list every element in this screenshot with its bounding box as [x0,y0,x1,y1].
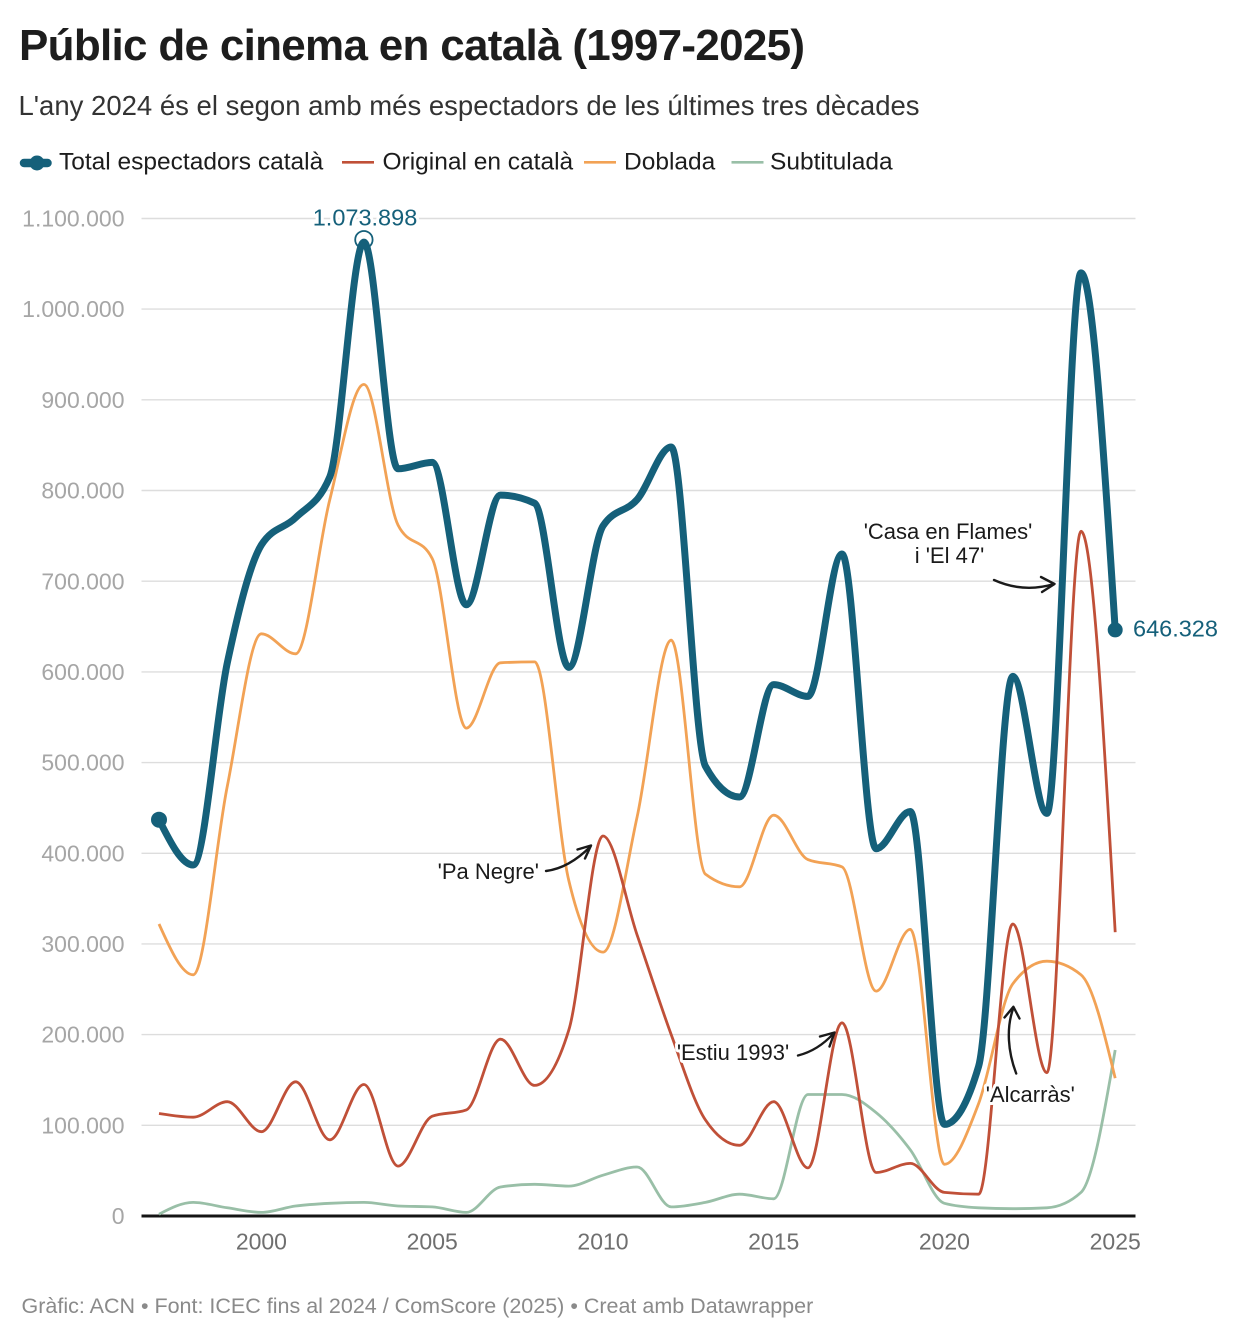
svg-text:'Alcarràs': 'Alcarràs' [986,1082,1075,1107]
svg-text:1.000.000: 1.000.000 [22,296,124,322]
svg-text:Total espectadors català: Total espectadors català [59,149,324,176]
svg-text:'Casa en Flames': 'Casa en Flames' [864,519,1033,544]
svg-text:200.000: 200.000 [41,1022,124,1048]
svg-text:700.000: 700.000 [41,568,124,594]
svg-text:1.100.000: 1.100.000 [22,206,124,232]
svg-text:Gràfic: ACN • Font: ICEC fins: Gràfic: ACN • Font: ICEC fins al 2024 / … [22,1294,814,1318]
svg-text:100.000: 100.000 [41,1112,124,1138]
svg-text:600.000: 600.000 [41,659,124,685]
svg-text:300.000: 300.000 [41,931,124,957]
svg-text:Doblada: Doblada [624,149,716,176]
svg-text:'Pa Negre': 'Pa Negre' [438,859,539,884]
svg-text:800.000: 800.000 [41,478,124,504]
svg-text:Original en català: Original en català [383,149,574,176]
svg-text:2015: 2015 [748,1229,799,1255]
svg-text:400.000: 400.000 [41,840,124,866]
svg-text:1.073.898: 1.073.898 [313,205,418,231]
svg-text:Subtitulada: Subtitulada [770,149,893,176]
svg-text:2010: 2010 [577,1229,628,1255]
svg-text:2005: 2005 [407,1229,458,1255]
svg-text:0: 0 [112,1203,125,1229]
svg-text:i 'El 47': i 'El 47' [915,543,985,568]
svg-text:2025: 2025 [1090,1229,1141,1255]
svg-text:900.000: 900.000 [41,387,124,413]
svg-text:646.328: 646.328 [1133,615,1218,641]
svg-text:L'any 2024 és el segon amb més: L'any 2024 és el segon amb més espectado… [19,90,920,121]
svg-text:2020: 2020 [919,1229,970,1255]
svg-text:Públic de cinema en català (19: Públic de cinema en català (1997-2025) [19,21,804,70]
svg-text:'Estiu 1993': 'Estiu 1993' [677,1040,789,1065]
svg-text:500.000: 500.000 [41,750,124,776]
svg-text:2000: 2000 [236,1229,287,1255]
